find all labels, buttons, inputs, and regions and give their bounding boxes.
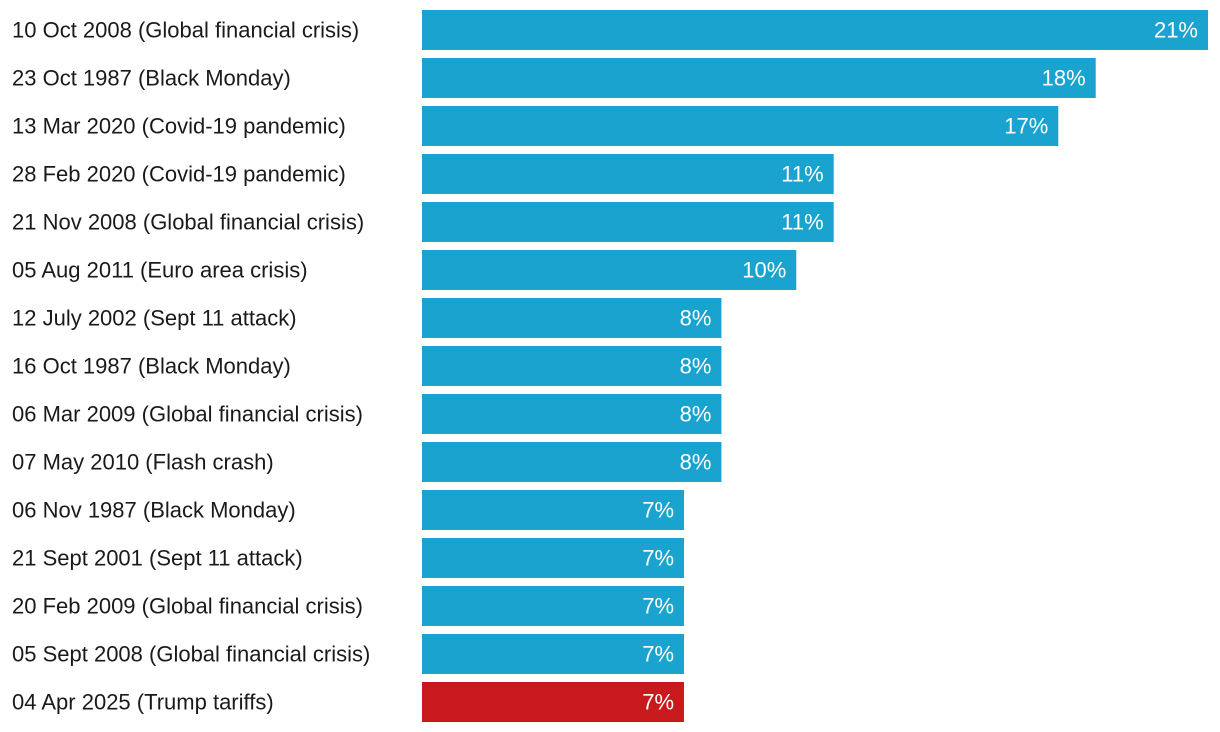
value-label: 8% [680,402,712,427]
value-label: 11% [781,210,823,235]
category-label: 28 Feb 2020 (Covid-19 pandemic) [12,162,346,187]
category-label: 05 Sept 2008 (Global financial crisis) [12,642,370,667]
bar [422,442,722,482]
category-label: 04 Apr 2025 (Trump tariffs) [12,690,274,715]
bar [422,586,684,626]
value-label: 7% [642,546,674,571]
bar-row: 07 May 2010 (Flash crash) 8% [12,442,722,482]
value-label: 8% [680,450,712,475]
bar-row: 13 Mar 2020 (Covid-19 pandemic) 17% [12,106,1059,146]
bar-row: 12 July 2002 (Sept 11 attack) 8% [12,298,722,338]
bar [422,490,684,530]
bar-row: 05 Sept 2008 (Global financial crisis) 7% [12,634,684,674]
value-label: 7% [642,498,674,523]
bar [422,298,722,338]
bar [422,154,834,194]
value-label: 7% [642,642,674,667]
bar [422,394,722,434]
category-label: 20 Feb 2009 (Global financial crisis) [12,594,363,619]
bar [422,346,722,386]
category-label: 21 Nov 2008 (Global financial crisis) [12,210,364,235]
category-label: 23 Oct 1987 (Black Monday) [12,66,291,91]
value-label: 17% [1004,114,1048,139]
bar-row: 28 Feb 2020 (Covid-19 pandemic) 11% [12,154,834,194]
value-label: 7% [642,594,674,619]
bar-row: 21 Nov 2008 (Global financial crisis) 11% [12,202,834,242]
category-label: 12 July 2002 (Sept 11 attack) [12,306,297,331]
bar-row: 10 Oct 2008 (Global financial crisis) 21% [12,10,1208,50]
bar-row: 06 Nov 1987 (Black Monday) 7% [12,490,684,530]
value-label: 21% [1154,18,1198,43]
bar-highlight [422,682,684,722]
bar-row: 16 Oct 1987 (Black Monday) 8% [12,346,722,386]
category-label: 16 Oct 1987 (Black Monday) [12,354,291,379]
bar-row: 05 Aug 2011 (Euro area crisis) 10% [12,250,797,290]
bar-row: 20 Feb 2009 (Global financial crisis) 7% [12,586,684,626]
bar [422,10,1208,50]
value-label: 8% [680,354,712,379]
bar-row: 23 Oct 1987 (Black Monday) 18% [12,58,1096,98]
category-label: 10 Oct 2008 (Global financial crisis) [12,18,359,43]
category-label: 21 Sept 2001 (Sept 11 attack) [12,546,303,571]
bar-row: 06 Mar 2009 (Global financial crisis) 8% [12,394,722,434]
value-label: 7% [642,690,674,715]
category-label: 05 Aug 2011 (Euro area crisis) [12,258,308,283]
bar-row: 21 Sept 2001 (Sept 11 attack) 7% [12,538,684,578]
bar [422,106,1059,146]
value-label: 18% [1042,66,1086,91]
bar-row: 04 Apr 2025 (Trump tariffs) 7% [12,682,684,722]
bar [422,538,684,578]
category-label: 07 May 2010 (Flash crash) [12,450,274,475]
value-label: 8% [680,306,712,331]
category-label: 06 Nov 1987 (Black Monday) [12,498,296,523]
bar [422,58,1096,98]
category-label: 13 Mar 2020 (Covid-19 pandemic) [12,114,346,139]
value-label: 10% [742,258,786,283]
bar [422,202,834,242]
bar [422,250,797,290]
category-label: 06 Mar 2009 (Global financial crisis) [12,402,363,427]
value-label: 11% [781,162,823,187]
bar [422,634,684,674]
